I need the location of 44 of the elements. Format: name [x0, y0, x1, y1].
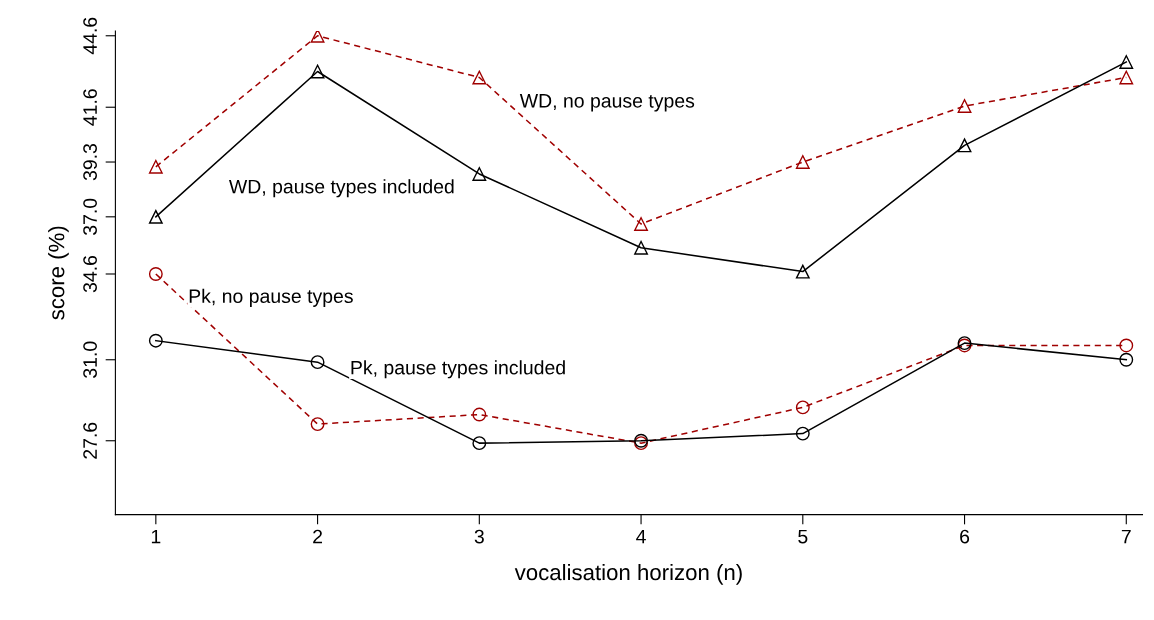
point	[795, 155, 810, 169]
series-label: WD, pause types included	[228, 179, 454, 198]
x-axis-title: vocalisation horizon (n)	[514, 563, 742, 585]
series-label: Pk, pause types included	[351, 360, 565, 379]
point	[148, 267, 163, 281]
point	[310, 64, 325, 79]
point	[634, 240, 649, 255]
series-label: WD, no pause types	[519, 94, 695, 112]
x-tick-label: 2	[313, 529, 323, 544]
point	[634, 217, 649, 231]
point	[310, 31, 325, 43]
point	[148, 209, 163, 224]
y-tick-label: 27.6	[83, 422, 97, 459]
point	[148, 159, 163, 174]
point	[1119, 352, 1134, 367]
x-tick-label: 7	[1121, 529, 1131, 544]
x-tick-label: 1	[151, 529, 161, 544]
point	[472, 70, 487, 85]
x-tick-label: 5	[798, 529, 808, 544]
point	[957, 138, 972, 153]
y-tick-label: 39.3	[83, 143, 97, 181]
point	[148, 333, 163, 348]
point	[795, 264, 810, 279]
y-tick-label: 37.0	[83, 198, 97, 235]
y-tick-label: 34.6	[83, 255, 97, 293]
point	[472, 407, 487, 422]
x-tick-label: 6	[960, 529, 970, 544]
point	[472, 166, 487, 181]
y-tick-label: 31.0	[83, 341, 97, 378]
x-tick-label: 3	[474, 529, 484, 544]
series-label: Pk, no pause types	[189, 288, 353, 307]
y-axis-title: score (%)	[48, 226, 69, 320]
point	[1119, 70, 1134, 85]
y-tick-label: 44.6	[83, 17, 97, 55]
y-tick-label: 41.6	[83, 89, 97, 126]
point	[1119, 55, 1134, 69]
point	[795, 426, 810, 441]
point	[310, 355, 325, 370]
point	[795, 400, 810, 415]
x-tick-label: 4	[636, 529, 646, 544]
point	[957, 99, 972, 113]
point	[1119, 338, 1134, 353]
point	[472, 436, 487, 451]
point	[310, 417, 325, 432]
